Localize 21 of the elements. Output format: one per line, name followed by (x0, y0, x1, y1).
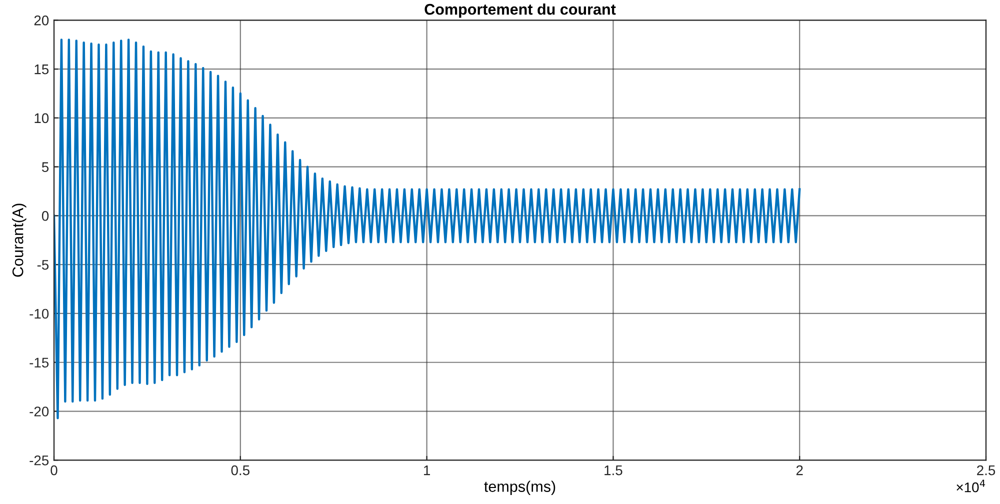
y-tick-label: -25 (30, 455, 49, 466)
y-tick-label: -20 (30, 406, 49, 416)
x-tick-label: 1 (424, 466, 430, 476)
y-tick-label: 15 (34, 64, 49, 74)
y-axis-title: Courant(A) (12, 204, 26, 277)
chart-title: Comportement du courant (424, 4, 616, 18)
x-tick-label: 1.5 (604, 466, 622, 476)
y-tick-label: 0 (42, 211, 49, 221)
x-axis-title: temps(ms) (484, 480, 556, 495)
text: ×10$^{4}$ (956, 480, 986, 492)
x-tick-label: 2.5 (977, 465, 996, 476)
line-series (54, 38, 801, 420)
y-tick-label: 5 (42, 162, 49, 172)
y-tick-label: -5 (37, 260, 49, 270)
y-tick-label: 10 (34, 113, 49, 124)
x-tick-label: 2 (796, 465, 803, 476)
y-tick-label: -15 (30, 358, 49, 368)
y-tick-label: 20 (34, 15, 49, 26)
y-tick-label: -10 (30, 308, 49, 319)
x-tick-label: 0 (50, 465, 58, 476)
x-tick-label: 0.5 (231, 465, 250, 476)
